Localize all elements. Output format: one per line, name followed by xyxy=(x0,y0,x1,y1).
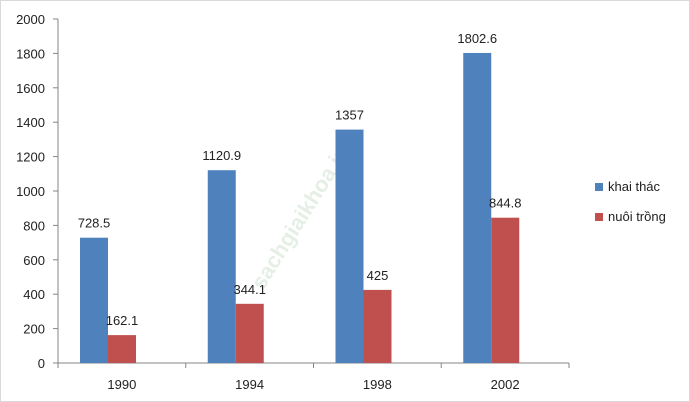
legend-swatch xyxy=(595,183,603,191)
x-tick-label: 1990 xyxy=(107,377,136,392)
bar-khai-thac xyxy=(335,129,364,363)
data-label: 728.5 xyxy=(78,216,111,231)
data-label: 425 xyxy=(367,268,389,283)
y-axis: 0 200 400 600 800 1000 1200 1400 1600 1800 2000 xyxy=(16,12,59,371)
data-label: 1120.9 xyxy=(202,148,241,163)
legend-label: khai thác xyxy=(608,179,661,194)
y-tick-label: 600 xyxy=(23,253,45,268)
bar-khai-thac xyxy=(207,170,236,363)
bar-khai-thac xyxy=(463,52,492,364)
y-tick-label: 1000 xyxy=(16,184,45,199)
y-tick-label: 0 xyxy=(38,356,45,371)
x-tick-label: 1994 xyxy=(235,377,264,392)
y-tick-label: 800 xyxy=(23,218,45,233)
x-axis: 1990 1994 1998 2002 xyxy=(57,362,570,392)
y-tick-label: 1800 xyxy=(16,46,45,61)
data-label: 1357 xyxy=(335,108,364,123)
legend-swatch xyxy=(595,213,603,221)
y-tick-label: 1200 xyxy=(16,150,45,165)
y-tick-label: 1400 xyxy=(16,115,45,130)
y-tick-label: 200 xyxy=(23,322,45,337)
bar-khai-thac xyxy=(80,237,108,363)
bar-nuoi-trong xyxy=(491,217,520,363)
bar-nuoi-trong xyxy=(235,303,264,363)
data-label: 1802.6 xyxy=(457,31,497,46)
y-tick-label: 1600 xyxy=(16,81,45,96)
bars xyxy=(80,52,520,364)
x-tick-label: 2002 xyxy=(491,377,520,392)
x-tick-label: 1998 xyxy=(363,377,392,392)
data-labels: 728.5 1120.9 1357 1802.6 162.1 344.1 425 844.8 xyxy=(78,31,522,328)
y-tick-label: 400 xyxy=(23,287,45,302)
y-tick-label: 2000 xyxy=(16,12,45,27)
data-label: 844.8 xyxy=(489,196,522,211)
data-label: 162.1 xyxy=(106,313,139,328)
legend: khai thác nuôi trồng xyxy=(595,179,666,224)
bar-nuoi-trong xyxy=(108,335,136,363)
bar-nuoi-trong xyxy=(363,289,392,363)
legend-label: nuôi trồng xyxy=(608,209,666,224)
data-label: 344.1 xyxy=(233,282,266,297)
